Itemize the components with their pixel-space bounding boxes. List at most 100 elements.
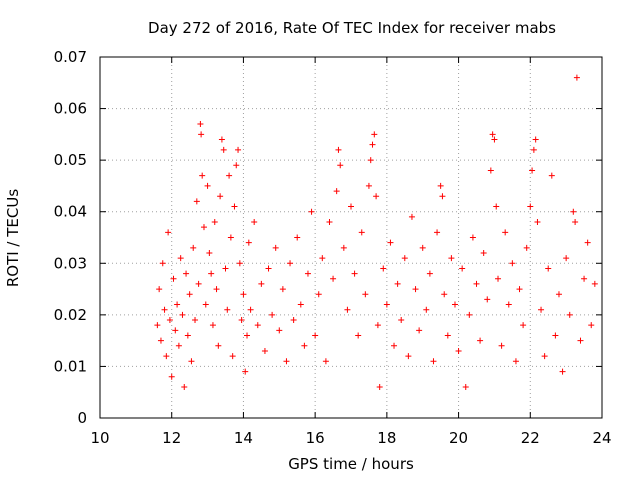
data-point bbox=[570, 208, 577, 215]
data-point bbox=[206, 249, 213, 256]
data-point bbox=[163, 353, 170, 360]
data-point bbox=[344, 306, 351, 313]
data-point bbox=[195, 280, 202, 287]
data-point bbox=[301, 342, 308, 349]
data-point bbox=[480, 249, 487, 256]
x-axis-label: GPS time / hours bbox=[288, 455, 414, 473]
data-point bbox=[294, 234, 301, 241]
data-point bbox=[588, 322, 595, 329]
data-point bbox=[529, 167, 536, 174]
data-point bbox=[416, 327, 423, 334]
data-point bbox=[584, 239, 591, 246]
data-point bbox=[362, 291, 369, 298]
data-point bbox=[412, 286, 419, 293]
data-point bbox=[168, 373, 175, 380]
data-point bbox=[502, 229, 509, 236]
data-point bbox=[498, 342, 505, 349]
data-point bbox=[469, 234, 476, 241]
data-point bbox=[247, 306, 254, 313]
data-point bbox=[319, 255, 326, 262]
data-point bbox=[235, 146, 242, 153]
data-point bbox=[297, 301, 304, 308]
data-point bbox=[545, 265, 552, 272]
data-point bbox=[577, 337, 584, 344]
data-point bbox=[376, 384, 383, 391]
data-point bbox=[208, 270, 215, 277]
data-point bbox=[172, 327, 179, 334]
data-point bbox=[348, 203, 354, 210]
y-axis: 0 0.01 0.02 0.03 0.04 0.05 0.06 0.07 bbox=[54, 48, 602, 427]
data-point bbox=[373, 193, 380, 200]
x-axis: 10 12 14 16 18 20 22 24 bbox=[90, 57, 612, 447]
data-point bbox=[581, 275, 588, 282]
data-point bbox=[166, 317, 173, 324]
data-point bbox=[538, 306, 545, 313]
data-point bbox=[335, 146, 342, 153]
data-point bbox=[154, 322, 161, 329]
data-point bbox=[484, 296, 491, 303]
data-point bbox=[555, 291, 562, 298]
y-tick-label: 0.07 bbox=[54, 48, 87, 66]
data-point bbox=[240, 291, 247, 298]
data-point bbox=[229, 353, 236, 360]
data-point bbox=[265, 265, 272, 272]
y-tick-label: 0.05 bbox=[54, 151, 87, 169]
data-point bbox=[473, 280, 480, 287]
data-point bbox=[254, 322, 261, 329]
data-point bbox=[477, 337, 484, 344]
data-point bbox=[308, 208, 315, 215]
data-point bbox=[245, 239, 252, 246]
data-point bbox=[573, 74, 580, 81]
data-point bbox=[222, 265, 229, 272]
data-point bbox=[175, 342, 182, 349]
data-point bbox=[408, 213, 415, 220]
data-point bbox=[401, 255, 408, 262]
data-point bbox=[340, 244, 347, 251]
data-point bbox=[572, 219, 579, 226]
data-point bbox=[419, 244, 426, 251]
data-point bbox=[251, 219, 258, 226]
y-tick-label: 0.04 bbox=[54, 203, 87, 221]
x-tick-label: 24 bbox=[592, 429, 611, 447]
data-point bbox=[218, 136, 225, 143]
data-point bbox=[199, 172, 206, 179]
data-point bbox=[495, 275, 502, 282]
x-tick-label: 12 bbox=[162, 429, 181, 447]
data-point bbox=[430, 358, 437, 365]
y-tick-label: 0 bbox=[77, 409, 87, 427]
data-point bbox=[394, 280, 401, 287]
data-point bbox=[330, 275, 337, 282]
grid-lines bbox=[100, 57, 602, 418]
data-point bbox=[226, 172, 233, 179]
data-point bbox=[509, 260, 516, 267]
y-tick-label: 0.06 bbox=[54, 100, 87, 118]
data-point bbox=[211, 219, 218, 226]
data-point bbox=[315, 291, 322, 298]
data-point bbox=[233, 162, 240, 169]
data-point bbox=[398, 317, 405, 324]
data-point bbox=[548, 172, 555, 179]
data-point bbox=[165, 229, 172, 236]
data-point bbox=[426, 270, 433, 277]
data-point bbox=[383, 301, 390, 308]
data-point bbox=[213, 286, 220, 293]
data-point bbox=[451, 301, 458, 308]
data-point bbox=[466, 311, 473, 318]
data-point bbox=[183, 270, 190, 277]
data-point bbox=[197, 121, 204, 128]
data-point bbox=[304, 270, 311, 277]
data-point bbox=[333, 188, 340, 195]
data-point bbox=[371, 131, 378, 138]
data-point bbox=[439, 193, 446, 200]
data-point bbox=[423, 306, 430, 313]
data-point bbox=[516, 286, 523, 293]
data-point bbox=[387, 239, 394, 246]
data-point bbox=[202, 301, 209, 308]
data-point bbox=[326, 219, 333, 226]
data-point bbox=[188, 358, 195, 365]
data-point bbox=[444, 332, 451, 339]
data-point bbox=[552, 332, 559, 339]
data-point bbox=[236, 260, 243, 267]
data-point bbox=[493, 203, 500, 210]
